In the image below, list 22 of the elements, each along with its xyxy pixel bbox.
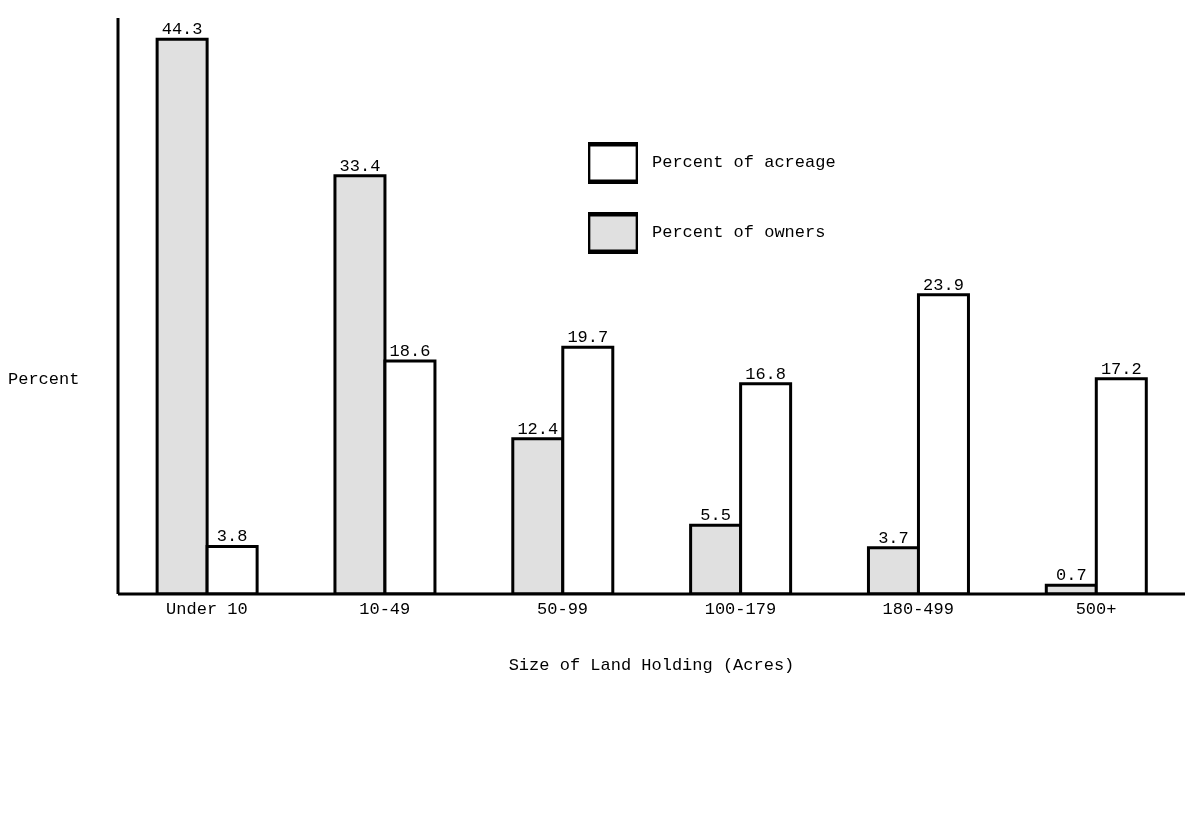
data-label: 44.3 [161,20,203,40]
x-tick-label: Under 10 [166,600,248,620]
data-label: 33.4 [339,156,381,176]
data-label: 3.8 [216,527,248,547]
x-tick-label: 500+ [1075,600,1117,620]
data-label: 5.5 [700,506,731,526]
data-label: 16.8 [745,364,787,384]
data-label: 3.7 [878,528,909,548]
x-tick-label: 100-179 [704,600,777,620]
data-label: 12.4 [517,419,559,439]
data-label: 0.7 [1055,566,1087,586]
y-axis-title: Percent [8,370,80,389]
x-tick-label: 50-99 [537,600,589,620]
x-tick-label: 180-499 [882,600,954,620]
legend-label: Percent of acreage [652,153,836,173]
data-label: 19.7 [567,328,609,348]
x-tick-label: 10-49 [359,600,411,620]
data-label: 17.2 [1100,359,1142,379]
legend-label: Percent of owners [652,223,826,243]
data-label: 18.6 [389,342,431,362]
data-label: 23.9 [923,275,964,295]
x-axis-title: Size of Land Holding (Acres) [508,656,795,675]
